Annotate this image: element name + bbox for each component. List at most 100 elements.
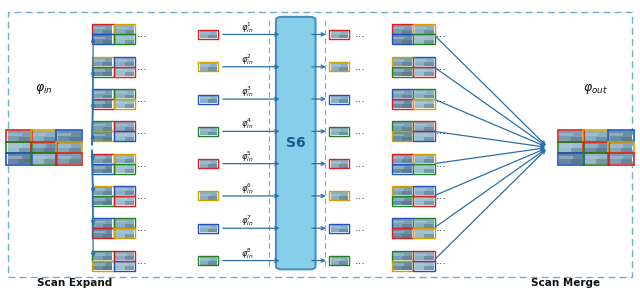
- Bar: [103, 256, 113, 260]
- Bar: [115, 25, 134, 34]
- Bar: [571, 148, 582, 153]
- Bar: [115, 186, 134, 195]
- Bar: [114, 186, 136, 196]
- Bar: [329, 159, 349, 168]
- Bar: [125, 201, 134, 205]
- Bar: [114, 67, 136, 77]
- Bar: [392, 186, 413, 196]
- Bar: [114, 228, 136, 238]
- Bar: [559, 131, 582, 141]
- Bar: [200, 63, 217, 71]
- Bar: [393, 231, 404, 233]
- Bar: [413, 35, 435, 45]
- Bar: [200, 161, 210, 164]
- Bar: [93, 221, 105, 223]
- Bar: [424, 127, 434, 131]
- Bar: [58, 156, 71, 159]
- Bar: [200, 224, 217, 232]
- Bar: [115, 261, 134, 270]
- Bar: [115, 90, 134, 99]
- Bar: [583, 142, 609, 153]
- Text: ...: ...: [436, 223, 447, 233]
- Text: ...: ...: [355, 255, 365, 266]
- Bar: [392, 260, 413, 271]
- Bar: [393, 100, 412, 109]
- Bar: [608, 142, 634, 153]
- Bar: [208, 261, 217, 265]
- Bar: [330, 226, 341, 228]
- Bar: [58, 133, 71, 136]
- Bar: [208, 99, 217, 103]
- Bar: [93, 90, 113, 99]
- Bar: [415, 166, 426, 169]
- Bar: [69, 160, 81, 164]
- Bar: [413, 99, 435, 109]
- Text: ...: ...: [355, 30, 365, 40]
- Bar: [392, 196, 413, 206]
- Bar: [125, 159, 134, 163]
- Text: ...: ...: [355, 94, 365, 104]
- Bar: [8, 144, 22, 148]
- Bar: [198, 30, 218, 39]
- Bar: [115, 67, 134, 76]
- Bar: [33, 154, 56, 164]
- Bar: [125, 137, 134, 141]
- Bar: [392, 250, 413, 260]
- Bar: [103, 234, 113, 238]
- Bar: [93, 261, 113, 270]
- Bar: [93, 134, 105, 136]
- Bar: [329, 191, 349, 201]
- Bar: [339, 67, 348, 71]
- Bar: [584, 144, 598, 148]
- Bar: [56, 153, 82, 165]
- Text: $\varphi_{in}^{1}$: $\varphi_{in}^{1}$: [241, 20, 253, 35]
- Text: $\varphi_{in}^{2}$: $\varphi_{in}^{2}$: [241, 52, 253, 67]
- Bar: [330, 224, 348, 232]
- Text: $\varphi_{in}^{3}$: $\varphi_{in}^{3}$: [241, 84, 253, 99]
- Bar: [393, 25, 412, 34]
- Bar: [114, 196, 136, 206]
- Bar: [330, 257, 348, 265]
- Bar: [103, 191, 113, 195]
- Bar: [403, 191, 412, 195]
- Bar: [413, 24, 435, 35]
- Bar: [393, 37, 404, 40]
- Bar: [403, 137, 412, 141]
- Bar: [393, 156, 404, 159]
- Text: S6: S6: [286, 136, 305, 150]
- Bar: [6, 153, 32, 165]
- Bar: [403, 256, 412, 260]
- Bar: [424, 266, 434, 270]
- Bar: [115, 229, 134, 238]
- Bar: [584, 142, 607, 153]
- Text: ...: ...: [436, 255, 447, 266]
- Bar: [339, 261, 348, 265]
- Bar: [559, 142, 582, 153]
- Bar: [393, 101, 404, 104]
- Bar: [92, 99, 114, 109]
- Bar: [115, 132, 134, 141]
- Bar: [200, 226, 210, 228]
- Bar: [33, 156, 47, 159]
- Bar: [559, 154, 582, 164]
- Bar: [56, 142, 82, 153]
- Bar: [413, 228, 435, 238]
- Bar: [200, 32, 210, 35]
- Text: ...: ...: [436, 62, 447, 72]
- Bar: [415, 154, 434, 163]
- Bar: [339, 132, 348, 135]
- Bar: [103, 127, 113, 131]
- Bar: [208, 35, 217, 38]
- Bar: [125, 40, 134, 44]
- Text: ...: ...: [355, 223, 365, 233]
- Bar: [93, 57, 113, 66]
- Bar: [93, 25, 113, 34]
- Text: ...: ...: [136, 255, 147, 266]
- Bar: [609, 144, 623, 148]
- Bar: [33, 131, 56, 141]
- Bar: [424, 201, 434, 205]
- Bar: [115, 219, 134, 228]
- Text: $\varphi_{in}$: $\varphi_{in}$: [35, 82, 53, 96]
- Bar: [403, 234, 412, 238]
- Bar: [200, 127, 217, 135]
